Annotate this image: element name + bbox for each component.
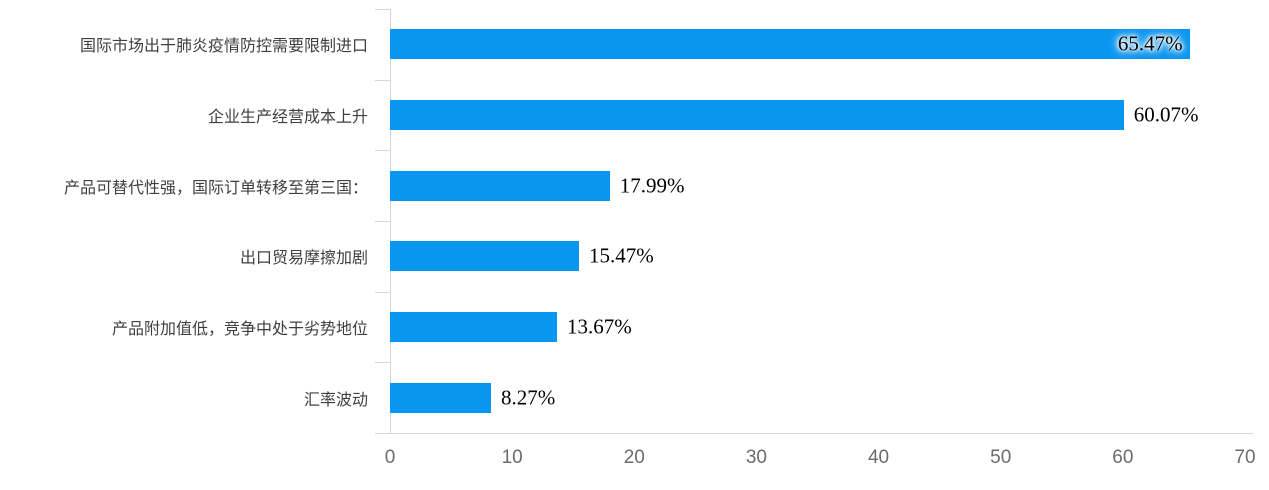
x-tick-label: 0 bbox=[384, 447, 396, 468]
x-tick-label: 30 bbox=[745, 447, 767, 468]
category-label: 产品附加值低，竞争中处于劣势地位 bbox=[111, 321, 368, 338]
x-tick-label: 10 bbox=[501, 447, 523, 468]
category-label: 国际市场出于肺炎疫情防控需要限制进口 bbox=[79, 38, 368, 56]
bar bbox=[390, 312, 557, 342]
bar bbox=[390, 382, 491, 413]
category-label: 企业生产经营成本上升 bbox=[207, 109, 368, 126]
category-label: 产品可替代性强，国际订单转移至第三国： bbox=[63, 179, 368, 197]
category-label: 汇率波动 bbox=[303, 391, 368, 409]
x-axis bbox=[375, 433, 1253, 434]
x-tick-label: 40 bbox=[867, 447, 890, 468]
x-tick-label: 60 bbox=[1112, 447, 1134, 468]
value-label: 17.99% bbox=[619, 173, 685, 198]
value-label: 65.47% bbox=[1117, 31, 1183, 56]
x-tick-label: 20 bbox=[623, 447, 645, 468]
bar bbox=[390, 29, 1190, 60]
value-label: 13.67% bbox=[566, 314, 632, 339]
category-label: 出口贸易摩擦加剧 bbox=[239, 250, 368, 268]
y-axis bbox=[390, 9, 391, 433]
bar bbox=[390, 170, 610, 201]
bar bbox=[390, 241, 579, 272]
y-tick bbox=[375, 79, 390, 81]
bar bbox=[390, 100, 1124, 130]
value-label: 60.07% bbox=[1133, 102, 1199, 127]
y-tick bbox=[375, 9, 390, 10]
x-tick-label: 70 bbox=[1234, 447, 1256, 468]
y-tick bbox=[375, 150, 390, 152]
x-tick-label: 50 bbox=[990, 447, 1012, 468]
y-tick bbox=[375, 362, 390, 364]
y-tick bbox=[375, 291, 390, 293]
value-label: 8.27% bbox=[501, 385, 556, 410]
value-label: 15.47% bbox=[588, 243, 654, 268]
y-tick bbox=[375, 221, 390, 222]
